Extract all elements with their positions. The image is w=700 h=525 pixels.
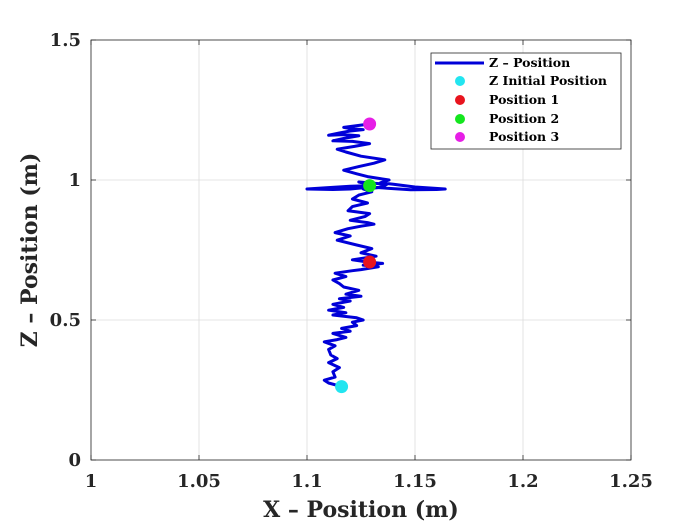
y-tick-label: 1.5	[50, 30, 81, 51]
y-tick-label: 1	[68, 170, 81, 191]
legend-marker-position-2	[455, 114, 465, 124]
legend-marker-position-3	[455, 132, 465, 142]
x-axis-label: X – Position (m)	[263, 497, 459, 523]
y-axis-label: Z – Position (m)	[17, 153, 43, 348]
x-tick-label: 1.2	[507, 471, 538, 492]
marker-layer	[335, 117, 377, 394]
legend-entry-z-position: Z – Position	[489, 55, 570, 70]
x-tick-label: 1.05	[177, 471, 221, 492]
x-tick-label: 1.15	[393, 471, 437, 492]
z-initial-position-marker	[335, 380, 349, 394]
axis-ticks	[90, 39, 632, 461]
y-tick-label: 0	[68, 450, 81, 471]
plot-frame	[90, 39, 632, 461]
legend-marker-initial	[455, 76, 465, 86]
position-3-marker	[363, 117, 377, 131]
x-tick-label: 1	[85, 471, 98, 492]
legend-entry-position-3: Position 3	[489, 129, 559, 144]
legend-entry-position-2: Position 2	[489, 111, 559, 126]
series-layer	[305, 122, 447, 389]
legend: Z – Position Z Initial Position Position…	[430, 52, 622, 150]
position-1-marker	[363, 255, 377, 269]
legend-entry-position-1: Position 1	[489, 92, 559, 107]
legend-marker-position-1	[455, 95, 465, 105]
position-2-marker	[363, 179, 377, 193]
x-tick-label: 1.25	[609, 471, 653, 492]
x-tick-label: 1.1	[291, 471, 322, 492]
z-position-trajectory-line	[305, 122, 447, 389]
y-tick-label: 0.5	[50, 310, 81, 331]
legend-entry-initial-position: Z Initial Position	[489, 73, 607, 88]
tick-labels: 1 1.05 1.1 1.15 1.2 1.25 0 0.5 1 1.5	[50, 30, 653, 492]
